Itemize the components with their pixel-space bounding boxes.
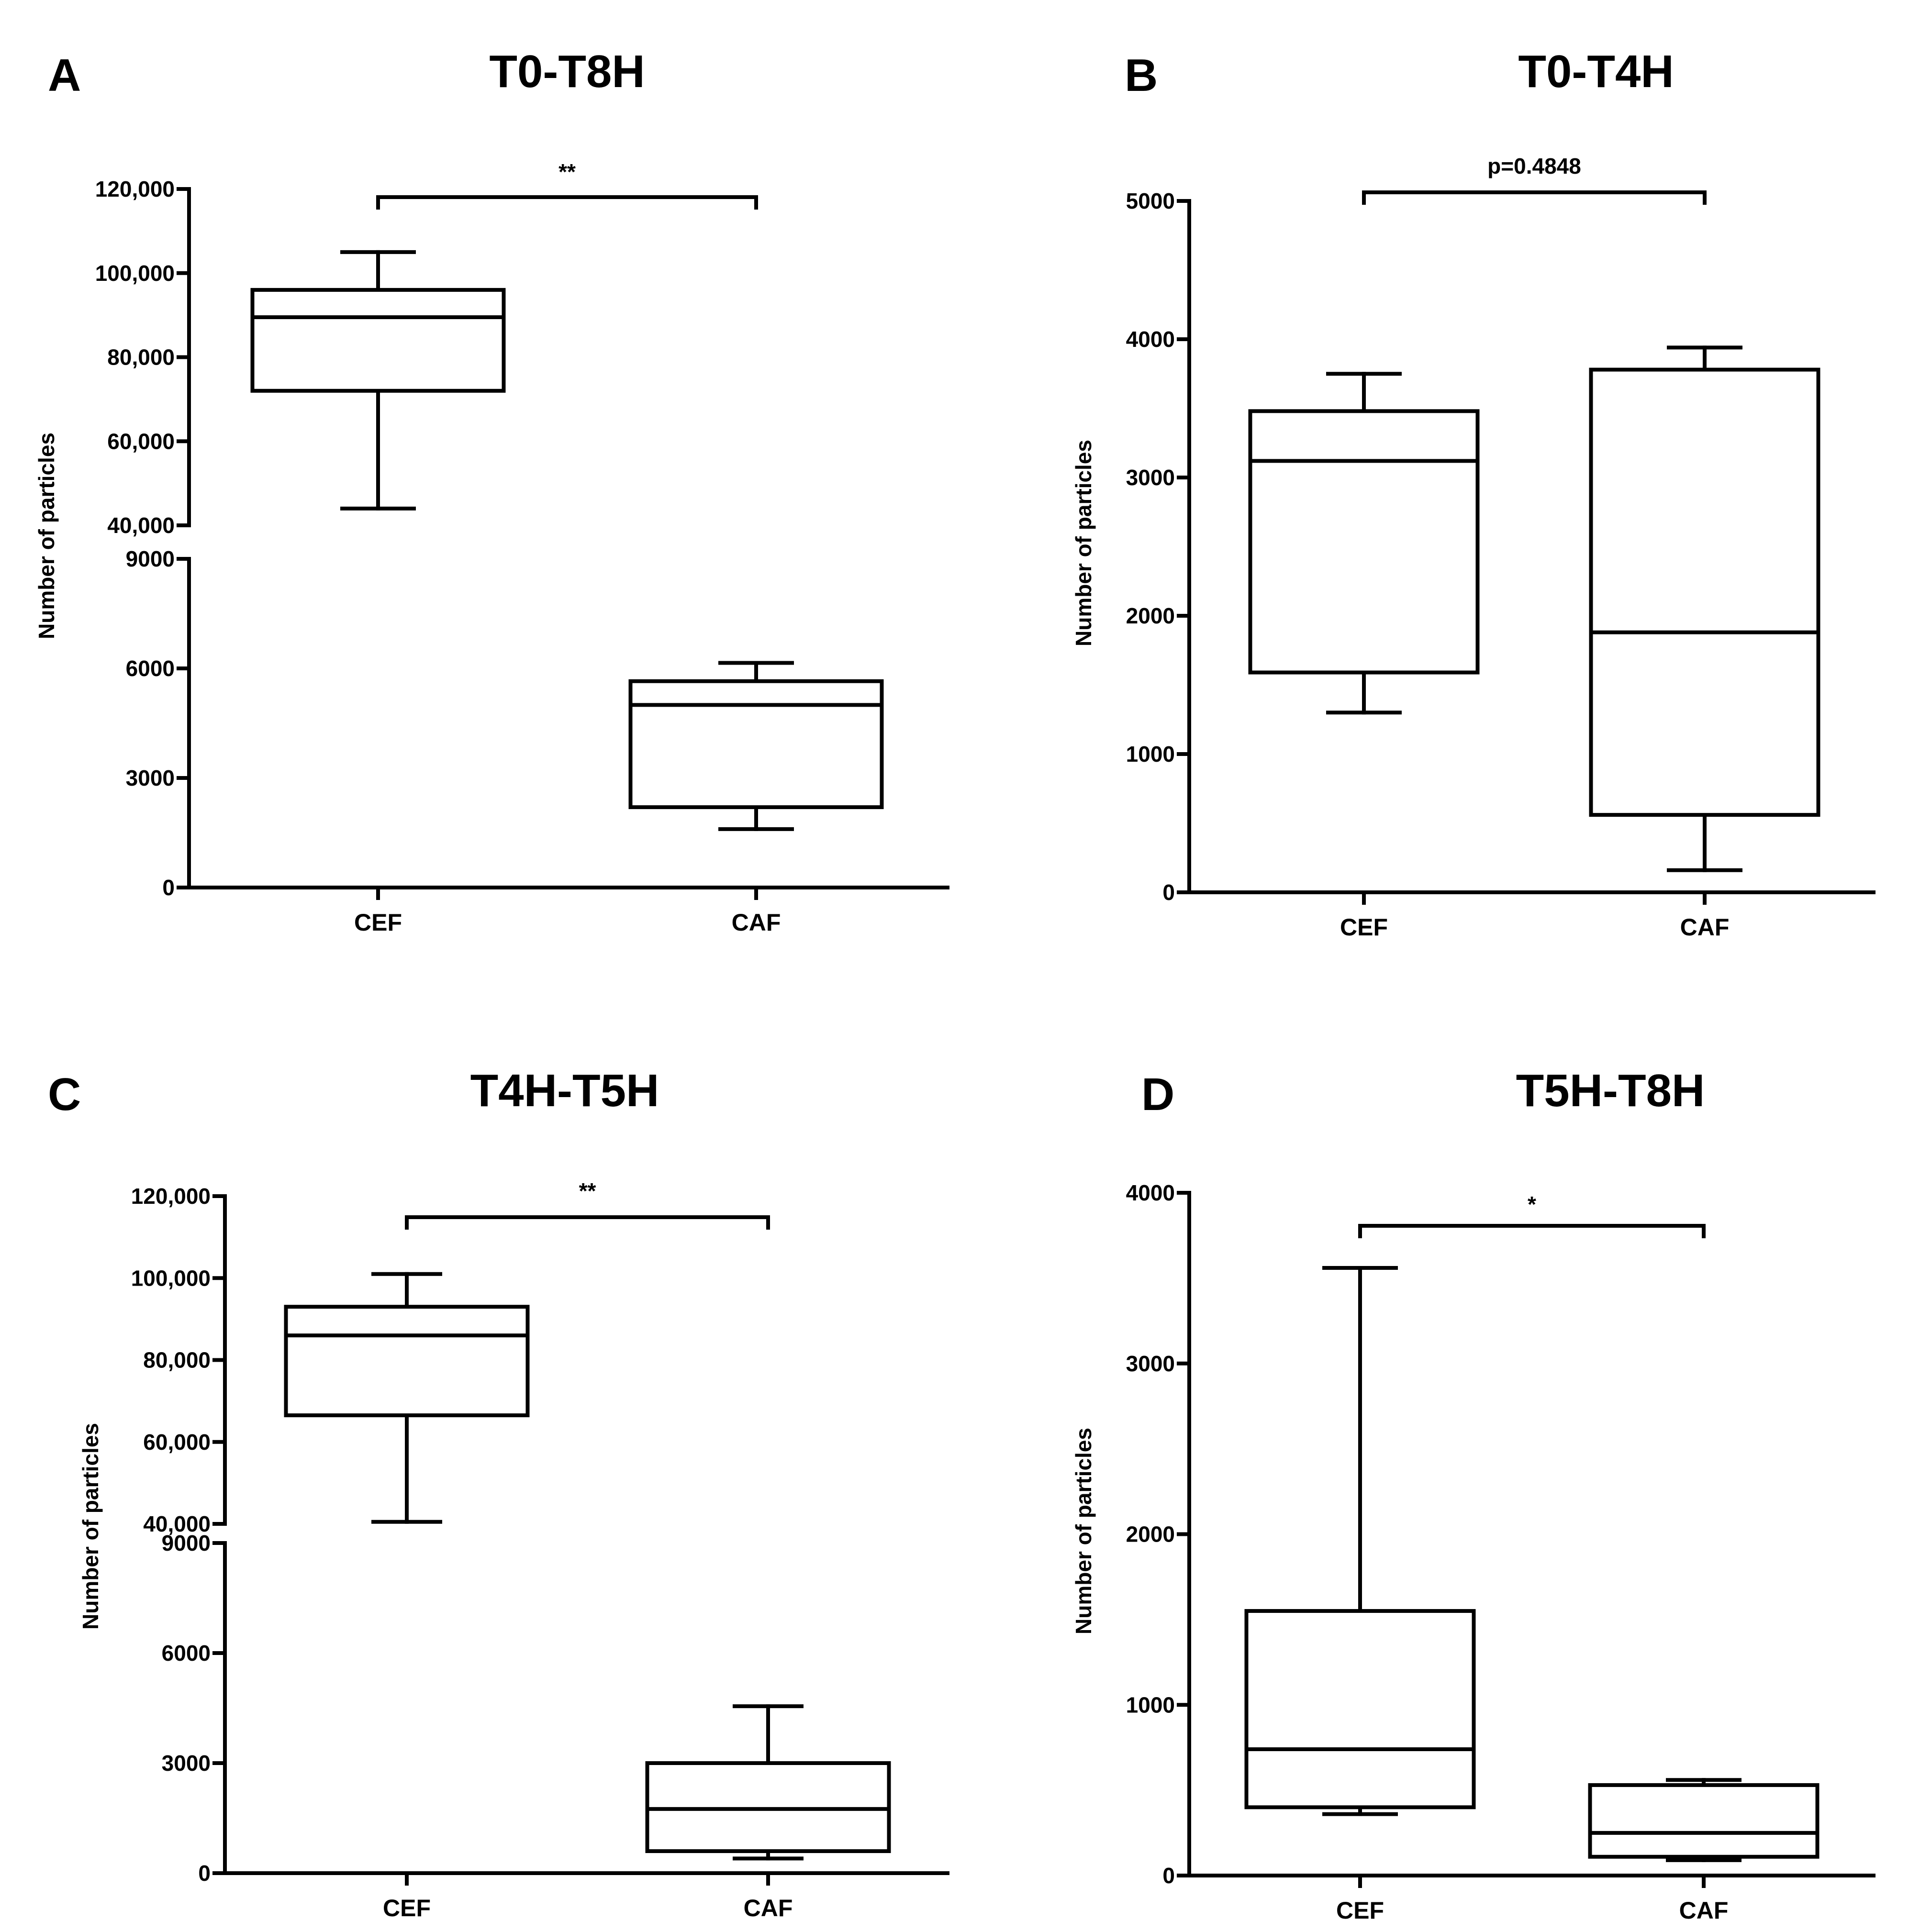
x-tick-label: CEF [383, 1895, 431, 1921]
chart-title: T0-T8H [489, 46, 645, 97]
significance-bracket [405, 1215, 770, 1230]
y-tick-label: 1000 [1126, 1692, 1175, 1717]
box-iqr [1248, 409, 1480, 675]
box-iqr [1589, 367, 1820, 817]
y-tick-label: 0 [198, 1861, 211, 1886]
panel-a: A T0-T8H Number of particles 0 3000 6000 90… [34, 46, 949, 936]
y-tick-label: 1000 [1126, 742, 1175, 766]
y-tick-label: 120,000 [95, 177, 175, 201]
y-tick-label: 9000 [126, 546, 175, 571]
y-axis-title: Number of particles [1071, 1428, 1096, 1634]
significance-bracket [1362, 190, 1707, 205]
panel-letter: C [48, 1069, 81, 1120]
y-tick-label: 60,000 [143, 1430, 211, 1455]
significance-label: ** [558, 159, 576, 184]
y-tick-label: 2000 [1126, 603, 1175, 628]
y-axis-title: Number of particles [34, 433, 59, 639]
y-tick-label: 5000 [1126, 189, 1175, 213]
box-iqr [628, 679, 884, 810]
y-tick-label: 3000 [1126, 465, 1175, 490]
panel-letter: D [1141, 1069, 1174, 1120]
x-tick-label: CEF [354, 909, 402, 936]
significance-bracket [376, 195, 758, 210]
y-tick-label: 100,000 [131, 1266, 211, 1290]
box-iqr [1588, 1783, 1820, 1859]
chart-title: T0-T4H [1518, 46, 1674, 97]
y-tick-label: 3000 [1126, 1351, 1175, 1376]
plot-area: 0 3000 6000 9000 40,000 60,000 80,000 100,000 12… [95, 159, 949, 936]
y-tick-label: 80,000 [143, 1348, 211, 1373]
chart-title: T5H-T8H [1516, 1065, 1705, 1116]
y-tick-label: 4000 [1126, 1180, 1175, 1205]
y-tick-label: 0 [162, 875, 175, 900]
y-tick-label: 0 [1162, 1863, 1175, 1888]
chart-title: T4H-T5H [470, 1065, 659, 1116]
y-axis-title: Number of particles [1071, 440, 1096, 646]
y-tick-label: 40,000 [143, 1511, 211, 1536]
y-tick-label: 3000 [162, 1751, 211, 1776]
y-axis-title: Number of particles [78, 1423, 103, 1630]
y-tick-label: 80,000 [107, 345, 175, 370]
y-tick-label: 40,000 [107, 513, 175, 538]
y-tick-label: 60,000 [107, 429, 175, 454]
y-tick-label: 6000 [126, 656, 175, 681]
x-tick-label: CAF [744, 1895, 793, 1921]
significance-label: ** [579, 1178, 596, 1203]
panel-d: D T5H-T8H Number of particles 0 1000 2000 3… [1071, 1065, 1876, 1924]
y-tick-label: 2000 [1126, 1522, 1175, 1547]
x-tick-label: CAF [1680, 914, 1730, 941]
y-tick-label: 3000 [126, 766, 175, 790]
box-iqr [1244, 1609, 1476, 1810]
x-tick-label: CEF [1336, 1897, 1384, 1924]
significance-label: p=0.4848 [1487, 154, 1581, 178]
y-tick-label: 0 [1162, 880, 1175, 905]
y-tick-label: 9000 [162, 1531, 211, 1555]
plot-area: 0 1000 2000 3000 4000 CEF CAF * [1126, 1180, 1876, 1924]
significance-label: * [1528, 1192, 1536, 1217]
y-tick-label: 100,000 [95, 261, 175, 286]
panel-letter: B [1125, 50, 1158, 101]
plot-area: 0 1000 2000 3000 4000 5000 CEF CAF p=0.4848 [1126, 154, 1876, 941]
panel-b: B T0-T4H Number of particles 0 1000 2000 30… [1071, 46, 1876, 941]
box-iqr [284, 1305, 530, 1418]
x-tick-label: CAF [732, 909, 781, 936]
significance-bracket [1358, 1224, 1706, 1238]
x-tick-label: CAF [1679, 1897, 1729, 1924]
panel-letter: A [48, 50, 81, 101]
box-iqr [250, 288, 506, 393]
y-tick-label: 6000 [162, 1641, 211, 1666]
y-tick-label: 120,000 [131, 1184, 211, 1209]
y-tick-label: 4000 [1126, 327, 1175, 352]
panel-c: C T4H-T5H Number of particles 0 3000 6000 9… [48, 1065, 949, 1921]
x-tick-label: CEF [1340, 914, 1388, 941]
